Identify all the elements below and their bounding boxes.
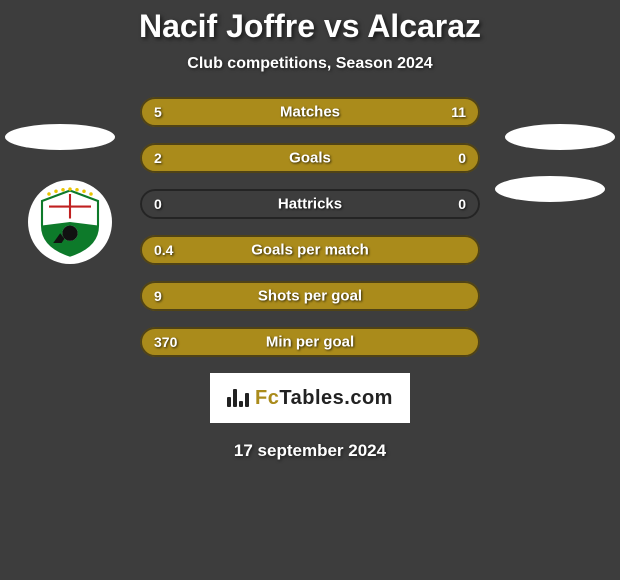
stat-bar-border <box>140 189 480 219</box>
bar-chart-icon <box>227 389 249 407</box>
stat-value-right: 0 <box>458 196 466 212</box>
stat-row-spg: 9 Shots per goal <box>140 281 480 311</box>
stat-bar-left <box>140 281 480 311</box>
stat-bar-left <box>140 327 480 357</box>
right-ellipse-2 <box>495 176 605 202</box>
infographic-root: Nacif Joffre vs Alcaraz Club competition… <box>0 0 620 580</box>
brand-text: FcTables.com <box>255 387 393 410</box>
stat-bar-left <box>140 235 480 265</box>
oriente-petrolero-crest-icon <box>35 187 105 257</box>
team-badge-left <box>28 180 112 264</box>
page-subtitle: Club competitions, Season 2024 <box>0 55 620 73</box>
stat-row-matches: 5 Matches 11 <box>140 97 480 127</box>
stat-label: Hattricks <box>278 196 342 213</box>
stat-bar-left <box>140 97 246 127</box>
page-title: Nacif Joffre vs Alcaraz <box>0 8 620 45</box>
brand-suffix: Tables.com <box>279 387 393 409</box>
stat-bar-left <box>140 143 405 173</box>
right-ellipse-1 <box>505 124 615 150</box>
stat-bar-right <box>405 143 480 173</box>
stat-row-gpm: 0.4 Goals per match <box>140 235 480 265</box>
left-ellipse <box>5 124 115 150</box>
stats-bars: 5 Matches 11 2 Goals 0 0 Hattricks 0 0.4… <box>140 97 480 357</box>
stat-bar-right <box>246 97 480 127</box>
brand-prefix: Fc <box>255 387 279 409</box>
stat-value-left: 0 <box>154 196 162 212</box>
stat-row-goals: 2 Goals 0 <box>140 143 480 173</box>
stat-row-hattricks: 0 Hattricks 0 <box>140 189 480 219</box>
stat-row-mpg: 370 Min per goal <box>140 327 480 357</box>
fctables-logo: FcTables.com <box>210 373 410 423</box>
footer-date: 17 september 2024 <box>0 441 620 461</box>
